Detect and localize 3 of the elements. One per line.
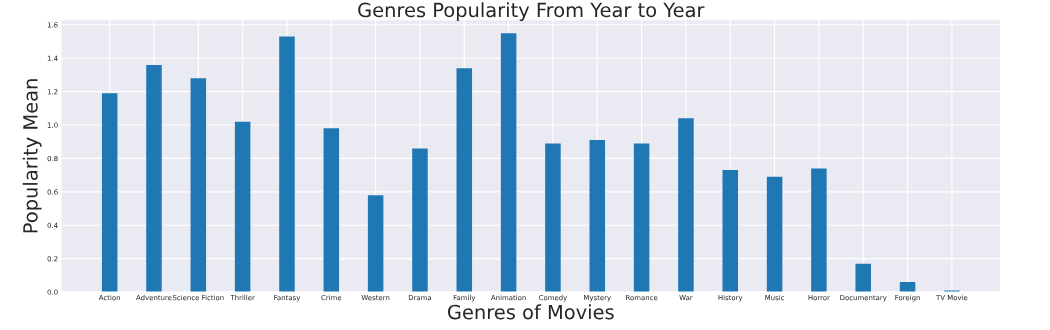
- chart-title: Genres Popularity From Year to Year: [358, 2, 705, 22]
- x-axis-title: Genres of Movies: [447, 304, 614, 320]
- y-axis-title: Popularity Mean: [22, 79, 42, 233]
